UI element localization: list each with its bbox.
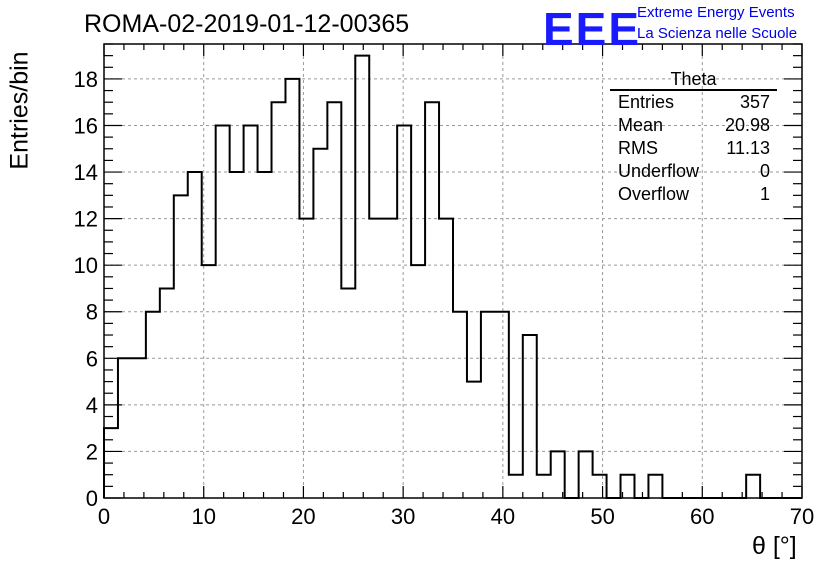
stats-row-entries: Entries 357	[610, 91, 777, 114]
eee-logo: EEE	[543, 3, 642, 55]
axis-ticks	[103, 43, 803, 499]
stats-label: RMS	[618, 138, 658, 158]
stats-label: Mean	[618, 115, 664, 135]
stats-row-mean: Mean 20.98	[610, 114, 777, 137]
stats-value: 20.98	[724, 115, 770, 135]
y-tick-label: 0	[86, 486, 98, 511]
y-tick-label: 16	[74, 113, 98, 138]
x-tick-label: 40	[491, 504, 515, 529]
stats-value: 357	[739, 92, 770, 112]
y-tick-label: 18	[74, 67, 98, 92]
stats-label: Overflow	[618, 184, 690, 204]
stats-value: 1	[759, 184, 770, 204]
y-tick-label: 2	[86, 439, 98, 464]
x-tick-labels: 0 10 20 30 40 50 60 70	[98, 504, 814, 529]
chart-title: ROMA-02-2019-01-12-00365	[84, 10, 410, 38]
y-tick-label: 12	[74, 207, 98, 232]
stats-row-underflow: Underflow 0	[610, 160, 777, 183]
x-tick-label: 20	[291, 504, 315, 529]
plot-frame	[103, 43, 803, 499]
x-tick-label: 60	[690, 504, 714, 529]
stats-value: 11.13	[726, 138, 770, 158]
y-tick-label: 4	[86, 393, 98, 418]
x-tick-label: 0	[98, 504, 110, 529]
y-tick-label: 14	[74, 160, 98, 185]
y-tick-labels: 0 2 4 6 8 10 12 14 16 18	[74, 67, 98, 511]
y-tick-label: 8	[86, 300, 98, 325]
x-tick-label: 50	[590, 504, 614, 529]
stats-row-rms: RMS 11.13	[610, 137, 777, 160]
stats-label: Underflow	[618, 161, 700, 181]
stats-row-overflow: Overflow 1	[610, 183, 777, 206]
y-axis-label: Entries/bin	[5, 51, 34, 170]
x-axis-label: θ [°]	[752, 532, 797, 560]
x-tick-label: 70	[790, 504, 814, 529]
y-tick-label: 10	[74, 253, 98, 278]
y-tick-label: 6	[86, 346, 98, 371]
logo-caption-line1: Extreme Energy Events	[637, 4, 795, 21]
x-tick-label: 10	[191, 504, 215, 529]
stats-box: Theta Entries 357 Mean 20.98 RMS 11.13 Unde…	[610, 69, 777, 206]
stats-title: Theta	[610, 69, 777, 91]
logo-caption-line2: La Scienza nelle Scuole	[637, 25, 798, 42]
x-tick-label: 30	[391, 504, 415, 529]
stats-value: 0	[759, 161, 770, 181]
stats-label: Entries	[618, 92, 675, 112]
